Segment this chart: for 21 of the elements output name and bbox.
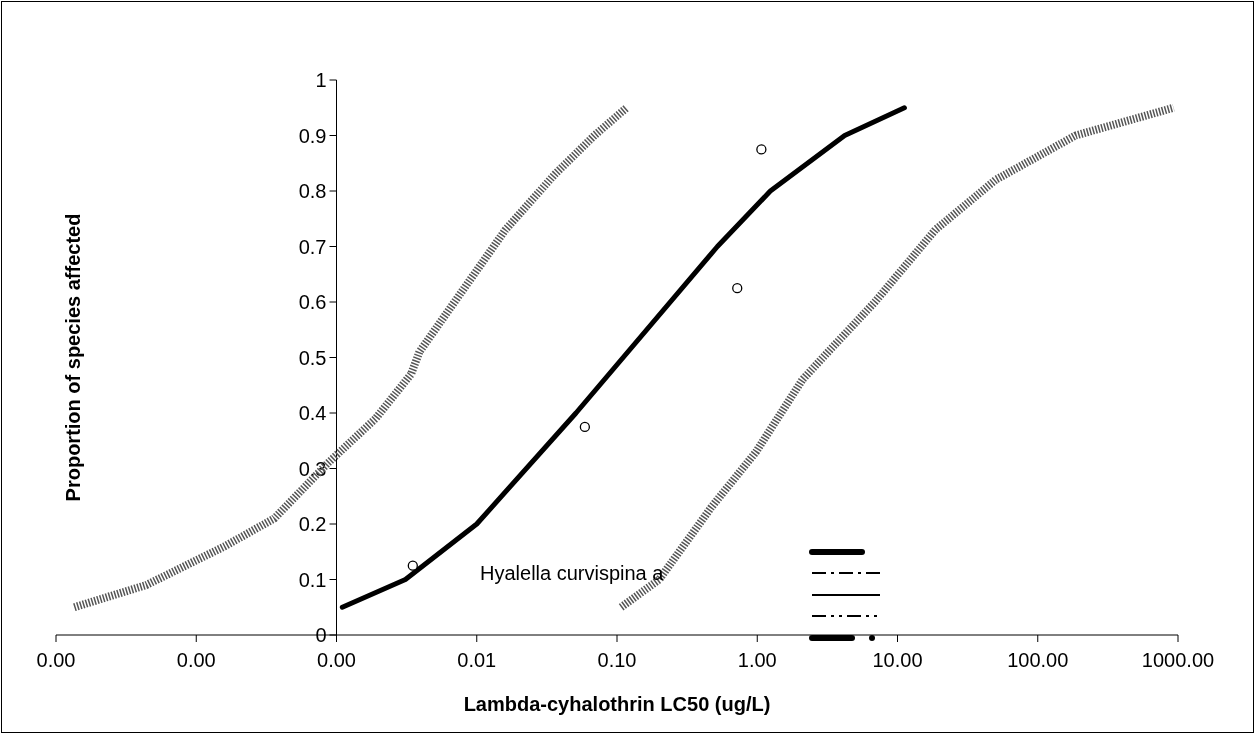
x-tick-label: 10.00: [872, 649, 923, 671]
y-axis-title: Proportion of species affected: [62, 213, 84, 502]
x-axis-title: Lambda-cyhalothrin LC50 (ug/L): [463, 693, 771, 715]
x-tick-label: 0.00: [176, 649, 216, 671]
x-tick-label: 0.00: [36, 649, 76, 671]
x-tick-label: 100.00: [1007, 649, 1069, 671]
x-tick-label: 0.01: [457, 649, 497, 671]
y-tick-label: 0.5: [298, 346, 327, 369]
y-tick-label: 0.4: [298, 402, 327, 424]
y-tick-label: 0.1: [298, 568, 327, 591]
x-tick-label: 1000.00: [1141, 649, 1215, 671]
x-tick-label: 0.00: [317, 649, 356, 671]
y-tick-label: 0.2: [298, 513, 327, 535]
y-tick-label: 0: [315, 624, 327, 646]
y-tick-label: 0.6: [298, 291, 327, 313]
x-tick-label: 1.00: [737, 649, 777, 671]
y-tick-label: 0.7: [298, 235, 327, 258]
y-tick-label: 0.8: [298, 180, 327, 202]
y-tick-label: 0.9: [298, 124, 327, 147]
y-tick-label: 1: [315, 69, 327, 91]
x-tick-label: 0.10: [597, 649, 637, 671]
